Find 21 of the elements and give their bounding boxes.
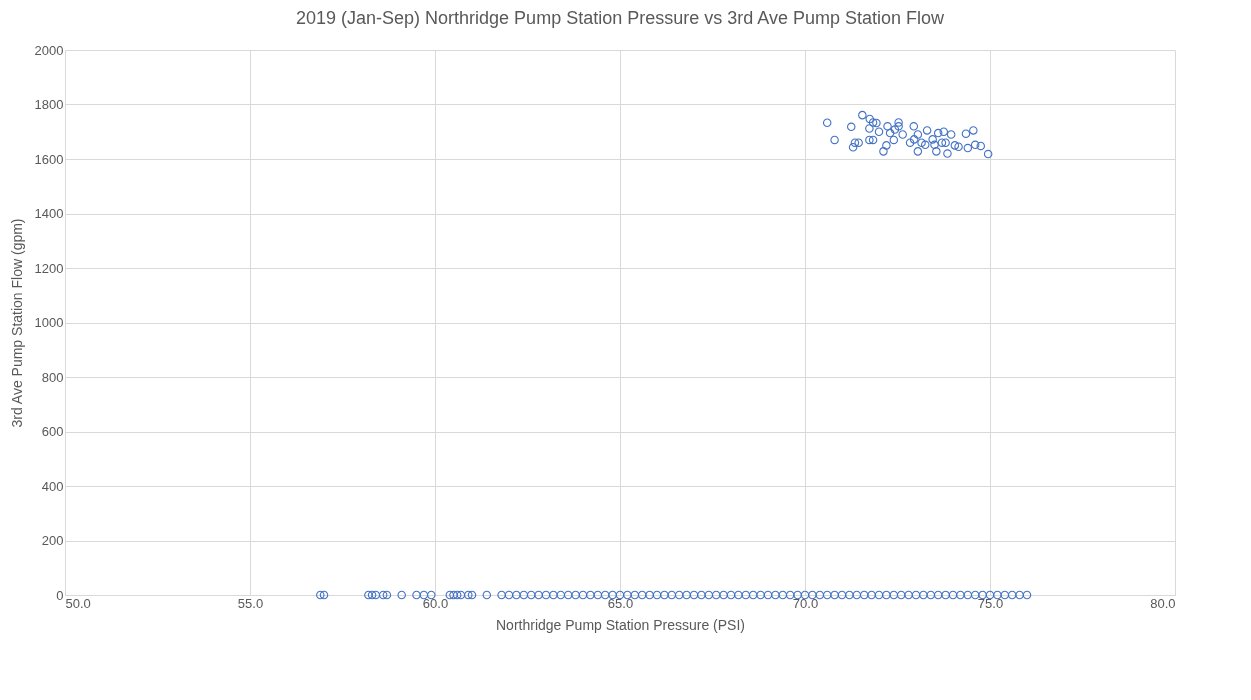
y-axis-title: 3rd Ave Pump Station Flow (gpm) [8, 218, 25, 428]
y-tick-label: 200 [41, 533, 64, 548]
x-tick-label: 70.0 [792, 595, 819, 611]
y-tick-label: 1000 [34, 315, 64, 330]
y-tick-label: 800 [41, 369, 64, 385]
x-axis-title: Northridge Pump Station Pressure (PSI) [496, 616, 745, 633]
y-tick-label: 1200 [34, 260, 64, 276]
y-tick-label: 1800 [34, 97, 64, 112]
y-tick-label: 400 [41, 478, 64, 494]
x-tick-label: 80.0 [1150, 595, 1176, 611]
chart-title: 2019 (Jan-Sep) Northridge Pump Station Pressure vs 3rd Ave Pump Station Flow [296, 8, 945, 28]
y-tick-label: 600 [41, 424, 64, 439]
x-tick-label: 50.0 [65, 595, 91, 611]
y-tick-label: 2000 [34, 42, 64, 58]
y-tick-label: 1400 [34, 206, 64, 221]
x-tick-label: 55.0 [237, 595, 264, 611]
y-tick-label: 0 [56, 587, 64, 603]
x-tick-label: 75.0 [977, 595, 1004, 611]
y-tick-label: 1600 [34, 151, 64, 167]
x-tick-label: 60.0 [422, 595, 449, 611]
x-tick-label: 65.0 [607, 595, 634, 611]
